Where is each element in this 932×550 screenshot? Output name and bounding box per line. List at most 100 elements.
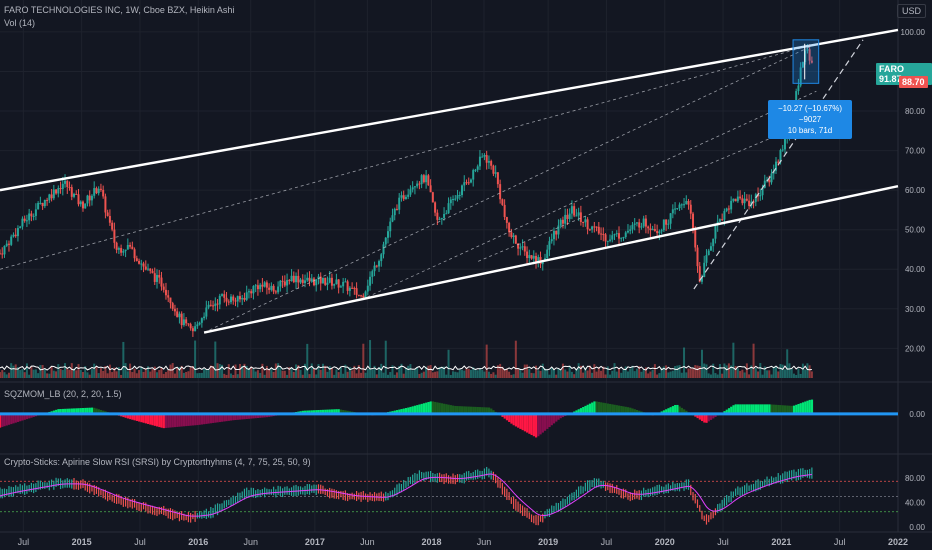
- measure-range[interactable]: [792, 39, 820, 84]
- candle-body: [566, 214, 569, 219]
- time-tick-label: 2017: [305, 537, 325, 547]
- candle-body: [624, 232, 627, 238]
- sqz-bar: [411, 406, 414, 414]
- volume-bar: [413, 368, 416, 378]
- sqz-bar: [680, 407, 683, 414]
- volume-bar: [173, 373, 176, 378]
- candle-body: [214, 303, 217, 307]
- candle-body: [532, 255, 535, 259]
- candle-body: [694, 228, 697, 248]
- volume-bar: [263, 374, 266, 378]
- candle-body: [418, 183, 421, 185]
- volume-bar: [781, 364, 784, 378]
- candle-body: [494, 172, 497, 174]
- volume-bar: [274, 363, 277, 378]
- trend-channel[interactable]: [0, 28, 899, 334]
- candle-body: [77, 194, 80, 205]
- candle-body: [508, 222, 511, 233]
- sqz-bar: [734, 404, 737, 414]
- sqz-bar: [241, 413, 244, 420]
- candle-body: [613, 234, 616, 236]
- sqz-bar: [230, 413, 233, 421]
- candle-body: [595, 226, 598, 228]
- volume-bar: [214, 341, 217, 378]
- volume-bar: [633, 371, 636, 378]
- volume-bar: [573, 374, 576, 378]
- volume-bar: [631, 365, 634, 378]
- sqz-bar: [618, 405, 621, 414]
- candle-body: [678, 204, 681, 209]
- chart-title: FARO TECHNOLOGIES INC, 1W, Cboe BZX, Hei…: [4, 5, 235, 15]
- volume-bar: [39, 365, 42, 378]
- candle-body: [337, 279, 340, 288]
- candle-body: [463, 182, 466, 186]
- volume-bar: [187, 371, 190, 378]
- candle-body: [373, 265, 376, 272]
- volume-bar: [685, 372, 688, 378]
- sqz-bar: [310, 410, 313, 414]
- candle-body: [472, 170, 475, 180]
- candle-body: [649, 228, 652, 231]
- sqz-bar: [526, 413, 529, 433]
- volume-bar: [120, 374, 123, 378]
- candle-body: [743, 198, 746, 204]
- sqz-bar: [705, 413, 708, 423]
- sqz-bar: [591, 402, 594, 414]
- volume-bar: [344, 364, 347, 378]
- volume-bar: [138, 370, 141, 378]
- volume-bar: [386, 374, 389, 378]
- sqz-bar: [456, 406, 459, 414]
- sqz-bar: [503, 413, 506, 419]
- sqz-tick-label: −20.00: [900, 0, 925, 2]
- candle-body: [180, 313, 183, 326]
- volume-bar: [783, 369, 786, 378]
- fan-line: [478, 118, 817, 262]
- sqz-bar: [312, 410, 316, 414]
- volume-bar: [227, 364, 230, 378]
- currency-button[interactable]: USD: [896, 4, 926, 18]
- sqz-bar: [752, 404, 755, 414]
- volume-bar: [730, 365, 733, 378]
- volume-bar: [467, 368, 470, 378]
- candle-body: [366, 285, 369, 292]
- candle-body: [503, 204, 506, 218]
- candle-body: [449, 199, 452, 204]
- volume-bar: [478, 367, 481, 378]
- candle-body: [28, 213, 31, 221]
- time-axis[interactable]: Jul 2015 Jul 2016 Jun 2017 Jun 2018 Jun 2019 Jul 20…: [18, 537, 908, 547]
- sqz-bar: [431, 401, 435, 414]
- sqz-bar: [801, 402, 805, 414]
- volume-bar: [595, 371, 598, 378]
- candle-body: [171, 303, 174, 309]
- volume-bar: [541, 363, 544, 378]
- candle-body: [629, 229, 632, 231]
- sqz-bar: [400, 409, 403, 414]
- candle-body: [530, 255, 533, 259]
- candle-body: [474, 169, 477, 171]
- volume-bar: [806, 363, 809, 378]
- sqz-bar: [59, 409, 62, 414]
- volume-bar: [736, 368, 739, 378]
- candle-body: [469, 179, 472, 183]
- volume-bar: [721, 373, 724, 378]
- volume-bar: [382, 372, 385, 378]
- sqz-bar: [268, 413, 271, 417]
- sqz-bar: [512, 413, 515, 426]
- volume-bar: [46, 373, 49, 378]
- candle-body: [41, 202, 44, 207]
- volume-bar: [714, 373, 717, 378]
- sqz-bar: [86, 407, 89, 414]
- candle-body: [218, 295, 221, 305]
- volume-bar: [252, 368, 255, 378]
- measure-change: −10.27 (−10.67%) −9027: [777, 104, 843, 124]
- sqz-bar: [317, 410, 320, 414]
- sqz-bar: [443, 403, 446, 414]
- volume-bar: [319, 369, 322, 378]
- sqz-bar: [539, 413, 542, 435]
- candle-body: [400, 195, 403, 198]
- candle-body: [43, 199, 46, 207]
- sqz-bar: [463, 406, 466, 414]
- volume-bar: [37, 373, 40, 378]
- candle-body: [261, 284, 264, 287]
